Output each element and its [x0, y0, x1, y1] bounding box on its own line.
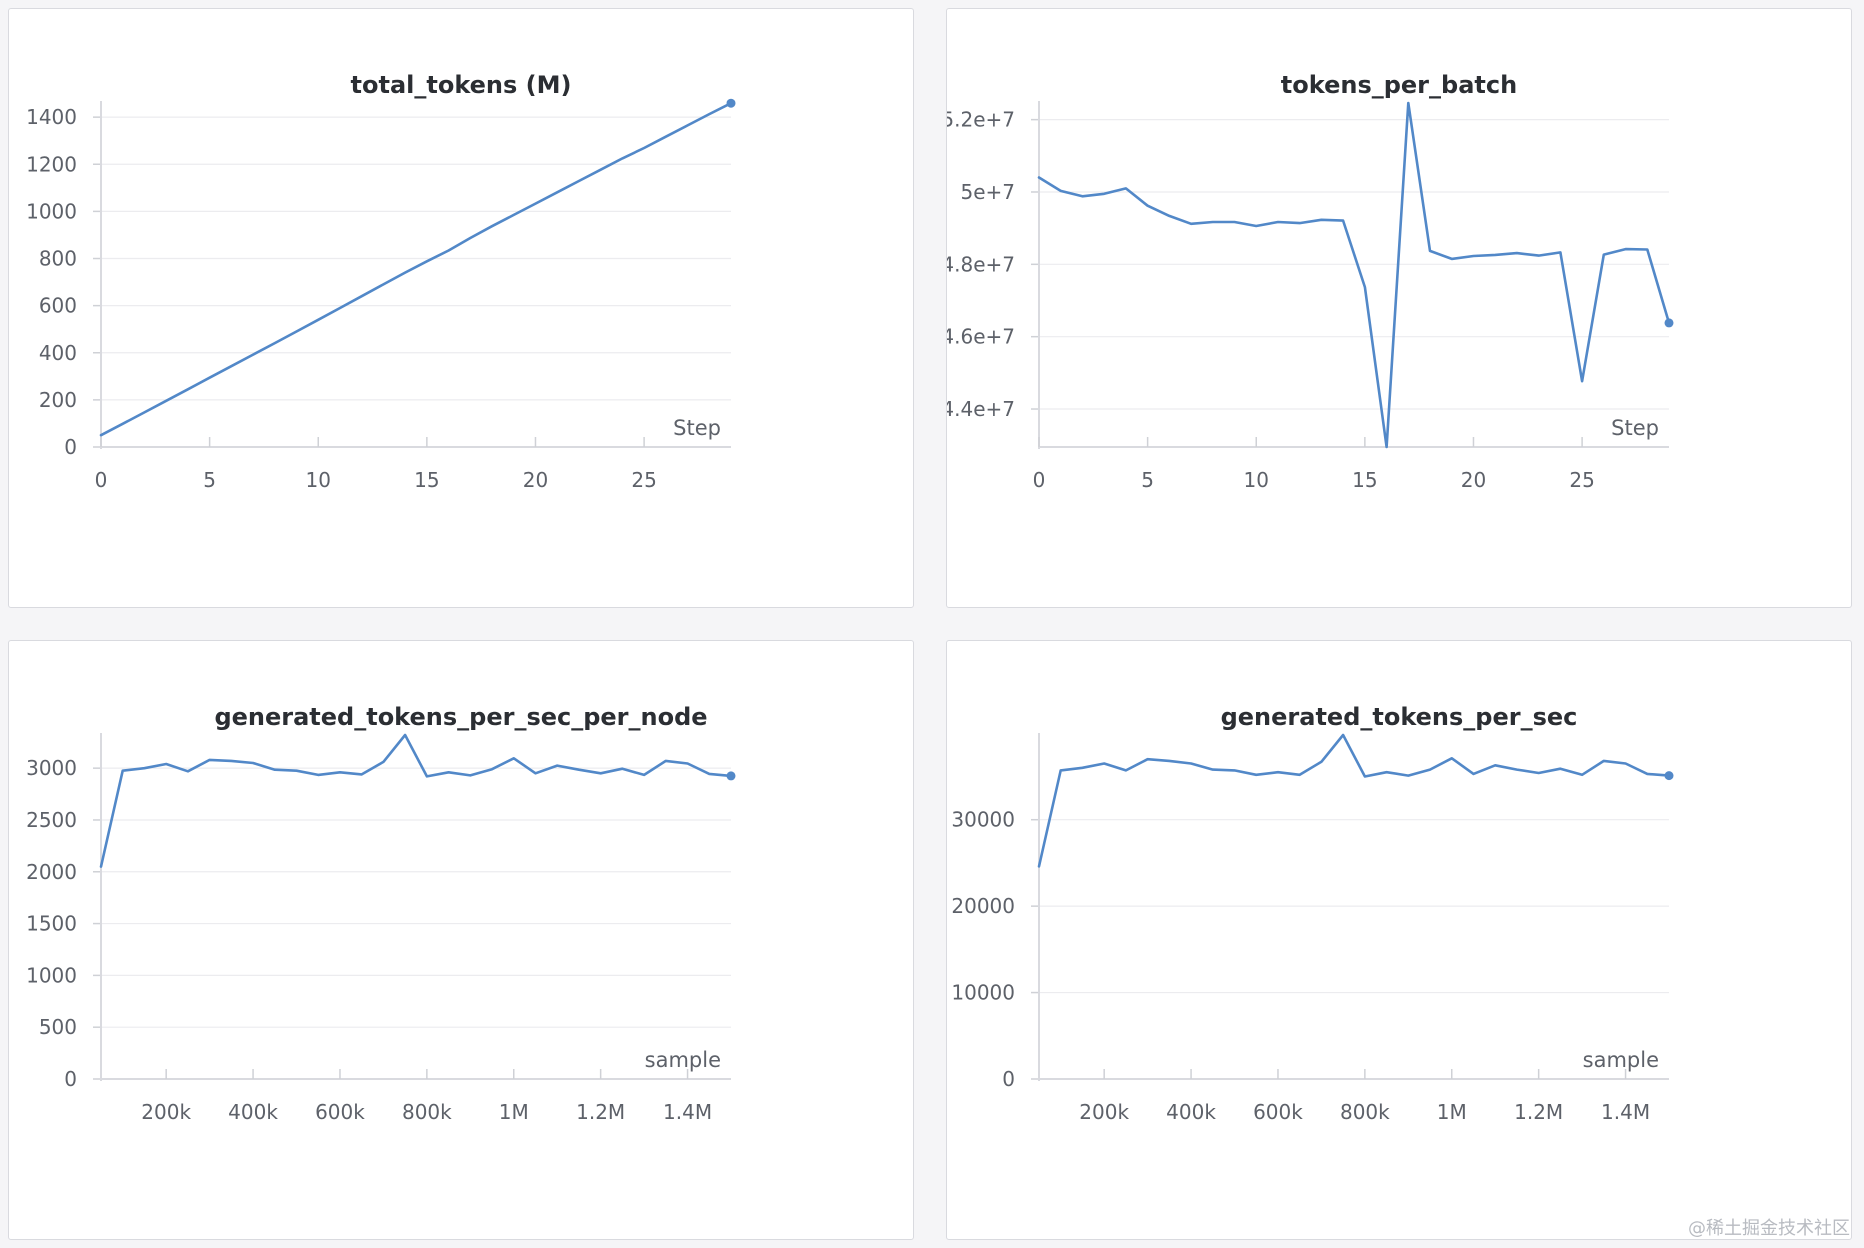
y-tick-label: 600	[39, 294, 77, 318]
x-tick-label: 1M	[1437, 1100, 1467, 1124]
x-tick-label: 20	[523, 468, 548, 492]
x-tick-label: 400k	[1166, 1100, 1216, 1124]
y-tick-label: 800	[39, 247, 77, 271]
x-tick-label: 15	[414, 468, 439, 492]
x-tick-label: 1.4M	[1601, 1100, 1650, 1124]
chart-title: generated_tokens_per_sec_per_node	[214, 703, 708, 731]
last-point-marker	[726, 771, 736, 781]
x-axis-name: sample	[1583, 1048, 1659, 1072]
x-tick-label: 10	[1244, 468, 1269, 492]
y-tick-label: 1000	[26, 963, 77, 987]
chart-panel-generated-tokens-per-sec-per-node: generated_tokens_per_sec_per_node 0 500 10…	[8, 640, 914, 1240]
chart-panel-tokens-per-batch: tokens_per_batch 4.4e+7 4.6e+7 4.8e+7 5e+7 5…	[946, 8, 1852, 608]
x-tick-label: 0	[95, 468, 108, 492]
x-tick-label: 600k	[1253, 1100, 1303, 1124]
chart-title: generated_tokens_per_sec	[1220, 703, 1578, 731]
y-tick-label: 400	[39, 341, 77, 365]
y-tick-label: 1000	[26, 199, 77, 223]
y-tick-label: 5.2e+7	[947, 108, 1015, 132]
y-tick-label: 0	[64, 435, 77, 459]
y-tick-label: 500	[39, 1015, 77, 1039]
y-tick-label: 20000	[951, 894, 1015, 918]
y-tick-label: 1200	[26, 152, 77, 176]
series-line	[99, 101, 733, 437]
y-tick-label: 4.8e+7	[947, 252, 1015, 276]
y-tick-label: 2000	[26, 860, 77, 884]
x-tick-label: 1.4M	[663, 1100, 712, 1124]
y-tick-label: 10000	[951, 981, 1015, 1005]
last-point-marker	[1664, 771, 1674, 781]
chart-svg-generated-tokens-per-sec-per-node: 0 500 1000 1500 2000 2500 3000 200k 400k 600k 800k…	[26, 733, 736, 1124]
x-tick-label: 25	[631, 468, 656, 492]
x-tick-label: 400k	[228, 1100, 278, 1124]
chart-svg-generated-tokens-per-sec: 0 10000 20000 30000 200k 400k 600k 800k 1M 1.2M 1.…	[951, 733, 1674, 1124]
x-tick-label: 200k	[1079, 1100, 1129, 1124]
x-tick-label: 800k	[402, 1100, 452, 1124]
x-axis-name: Step	[673, 416, 721, 440]
y-tick-label: 4.4e+7	[947, 397, 1015, 421]
x-tick-label: 15	[1352, 468, 1377, 492]
series-line	[99, 733, 733, 868]
y-tick-label: 1500	[26, 912, 77, 936]
x-tick-label: 1.2M	[576, 1100, 625, 1124]
y-tick-label: 5e+7	[960, 180, 1015, 204]
watermark: @稀土掘金技术社区	[1688, 1218, 1850, 1239]
y-tick-label: 4.6e+7	[947, 325, 1015, 349]
y-tick-label: 2500	[26, 808, 77, 832]
chart-title: tokens_per_batch	[1280, 71, 1518, 99]
y-tick-label: 1400	[26, 105, 77, 129]
y-tick-label: 0	[64, 1067, 77, 1091]
x-tick-label: 200k	[141, 1100, 191, 1124]
x-tick-label: 800k	[1340, 1100, 1390, 1124]
x-tick-label: 1.2M	[1514, 1100, 1563, 1124]
chart-svg-total-tokens: 0 200 400 600 800 1000 1200 1400 0 5 10 15 20 25 Step	[26, 98, 736, 492]
x-tick-label: 0	[1033, 468, 1046, 492]
chart-panel-total-tokens: total_tokens (M) 0 200 400 600 800 1000 1200 14…	[8, 8, 914, 608]
x-tick-label: 5	[203, 468, 216, 492]
y-tick-label: 3000	[26, 756, 77, 780]
y-tick-label: 0	[1002, 1067, 1015, 1091]
y-tick-label: 200	[39, 388, 77, 412]
last-point-marker	[1664, 318, 1674, 328]
chart-panel-generated-tokens-per-sec: generated_tokens_per_sec 0 10000 20000 3000…	[946, 640, 1852, 1240]
last-point-marker	[726, 98, 736, 108]
x-tick-label: 1M	[499, 1100, 529, 1124]
x-tick-label: 10	[306, 468, 331, 492]
x-tick-label: 5	[1141, 468, 1154, 492]
x-axis-name: Step	[1611, 416, 1659, 440]
series-line	[1037, 733, 1671, 868]
x-tick-label: 25	[1569, 468, 1594, 492]
x-axis-name: sample	[645, 1048, 721, 1072]
x-tick-label: 600k	[315, 1100, 365, 1124]
series-line	[1037, 101, 1671, 449]
y-tick-label: 30000	[951, 808, 1015, 832]
x-tick-label: 20	[1461, 468, 1486, 492]
chart-svg-tokens-per-batch: 4.4e+7 4.6e+7 4.8e+7 5e+7 5.2e+7 0 5 10 15 20 25 St…	[947, 101, 1674, 492]
chart-title: total_tokens (M)	[350, 71, 572, 99]
